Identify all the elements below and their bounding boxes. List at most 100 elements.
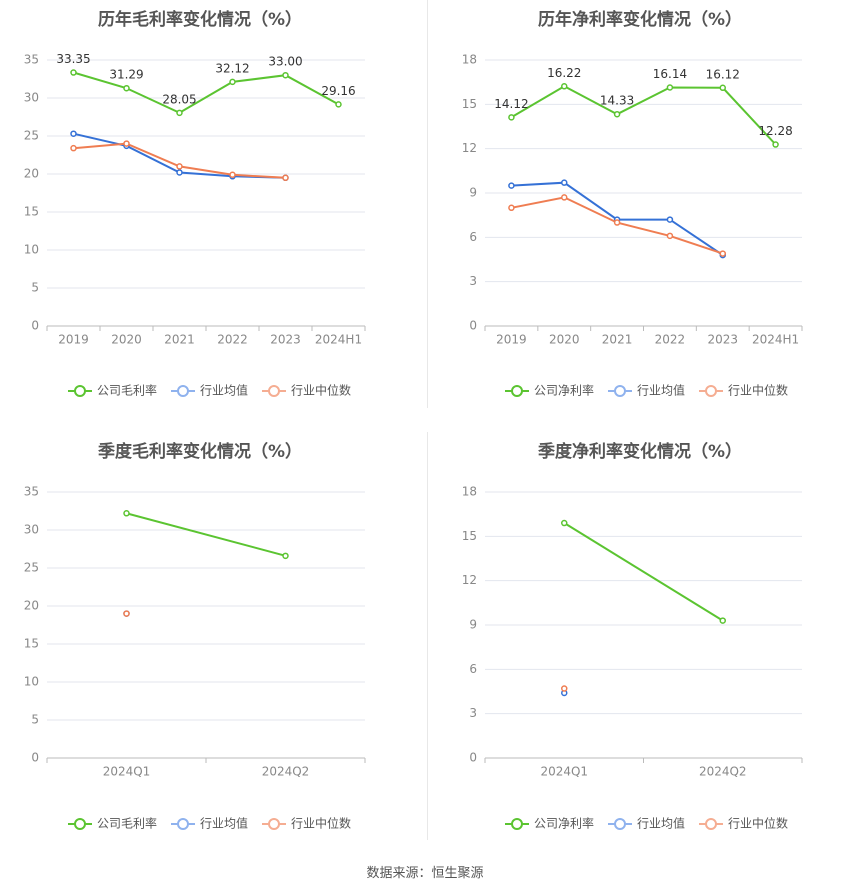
x-tick-label: 2023	[270, 333, 301, 347]
data-point-avg	[508, 182, 515, 189]
data-point-median	[123, 140, 130, 147]
data-point-median	[613, 219, 621, 226]
y-tick-label: 9	[469, 186, 477, 200]
legend-label: 行业均值	[637, 383, 685, 398]
vertical-divider-top	[427, 0, 428, 408]
y-tick-label: 30	[24, 91, 39, 105]
chart-title: 季度净利率变化情况（%）	[538, 441, 742, 462]
legend-label: 公司毛利率	[97, 816, 157, 831]
y-tick-label: 5	[31, 281, 39, 295]
y-tick-label: 3	[469, 706, 477, 720]
y-tick-label: 15	[462, 529, 477, 543]
data-label: 29.16	[321, 84, 355, 98]
data-point-avg	[666, 216, 674, 223]
y-tick-label: 15	[24, 637, 39, 651]
data-point-company	[335, 101, 342, 108]
data-label: 12.28	[758, 124, 792, 138]
data-point-avg	[561, 179, 568, 186]
data-point-median	[561, 685, 568, 692]
legend-marker-icon	[614, 818, 626, 830]
legend-marker-icon	[74, 818, 86, 830]
chart-title: 历年毛利率变化情况（%）	[98, 9, 302, 30]
x-tick-label: 2022	[655, 333, 686, 347]
data-label: 14.12	[494, 97, 528, 111]
legend-item-company: 公司净利率	[505, 383, 594, 398]
legend-marker-icon	[511, 818, 523, 830]
legend-label: 行业中位数	[291, 816, 351, 831]
y-tick-label: 35	[24, 53, 39, 67]
data-point-median	[719, 250, 726, 257]
legend-item-avg: 行业均值	[171, 816, 248, 831]
chart-panel-2: 历年净利率变化情况（%） 0 3 6 9 12 15 18 2019 2020 2021 2022 20…	[462, 9, 803, 398]
legend-label: 公司净利率	[534, 383, 594, 398]
legend-label: 行业中位数	[728, 383, 788, 398]
data-point-company	[613, 110, 621, 118]
legend-item-avg: 行业均值	[171, 383, 248, 398]
y-tick-label: 10	[24, 675, 39, 689]
data-point-company	[772, 141, 779, 148]
x-tick-label: 2023	[707, 333, 738, 347]
y-tick-label: 10	[24, 243, 39, 257]
legend-item-avg: 行业均值	[608, 383, 685, 398]
legend-marker-icon	[268, 385, 280, 397]
data-point-median	[123, 610, 130, 617]
legend-marker-icon	[705, 818, 717, 830]
data-label: 32.12	[215, 61, 249, 75]
legend-marker-icon	[177, 818, 189, 830]
data-point-median	[561, 194, 568, 201]
chart-title: 季度毛利率变化情况（%）	[98, 441, 302, 462]
x-tick-label: 2024H1	[315, 333, 362, 347]
data-point-median	[508, 204, 515, 212]
data-point-company	[282, 552, 289, 560]
y-tick-label: 9	[469, 618, 477, 632]
legend-item-median: 行业中位数	[699, 383, 788, 398]
x-tick-label: 2024Q1	[103, 765, 151, 779]
data-point-avg	[176, 169, 183, 176]
legend-item-median: 行业中位数	[262, 816, 351, 831]
legend-label: 行业均值	[200, 816, 248, 831]
data-point-company	[561, 83, 568, 90]
y-tick-label: 30	[24, 523, 39, 537]
data-source-note: 数据来源：恒生聚源	[366, 866, 484, 881]
x-tick-label: 2019	[496, 333, 527, 347]
legend-label: 公司毛利率	[97, 383, 157, 398]
y-tick-label: 15	[462, 97, 477, 111]
legend-marker-icon	[614, 385, 626, 397]
data-point-avg	[70, 130, 77, 137]
y-tick-label: 18	[462, 53, 477, 67]
data-label: 16.12	[706, 67, 740, 81]
legend-item-median: 行业中位数	[262, 383, 351, 398]
legend-marker-icon	[511, 385, 523, 397]
y-tick-label: 0	[31, 751, 39, 765]
x-tick-label: 2022	[217, 333, 248, 347]
y-tick-label: 12	[462, 573, 477, 587]
data-point-company	[508, 114, 515, 121]
y-tick-label: 6	[469, 230, 477, 244]
y-tick-label: 25	[24, 561, 39, 575]
y-tick-label: 18	[462, 485, 477, 499]
chart-panel-4: 季度净利率变化情况（%） 0 3 6 9 12 15 18 2024Q1 2024Q2 公司净利率 行…	[462, 441, 803, 831]
legend-item-company: 公司毛利率	[68, 383, 157, 398]
data-point-median	[229, 171, 236, 179]
data-point-median	[176, 163, 183, 170]
chart-panel-1: 历年毛利率变化情况（%） 0 5 10 15 20 25 30 35 2019 2020 2021 20…	[24, 9, 366, 398]
data-label: 16.14	[653, 67, 687, 81]
x-tick-label: 2021	[602, 333, 633, 347]
data-point-company	[123, 510, 130, 517]
legend-marker-icon	[705, 385, 717, 397]
x-tick-label: 2021	[164, 333, 195, 347]
data-label: 16.22	[547, 66, 581, 80]
data-point-company	[666, 84, 674, 91]
legend-label: 行业均值	[200, 383, 248, 398]
y-tick-label: 6	[469, 662, 477, 676]
series-line-company	[563, 522, 724, 622]
y-tick-label: 0	[469, 751, 477, 765]
data-label: 31.29	[109, 68, 143, 82]
y-tick-label: 5	[31, 713, 39, 727]
data-point-company	[719, 84, 726, 92]
chart-panel-3: 季度毛利率变化情况（%） 0 5 10 15 20 25 30 35 2024Q1 2024Q2 公司…	[24, 441, 366, 831]
data-point-company	[123, 84, 130, 92]
legend-item-median: 行业中位数	[699, 816, 788, 831]
legend-marker-icon	[177, 385, 189, 397]
data-point-company	[229, 78, 236, 86]
